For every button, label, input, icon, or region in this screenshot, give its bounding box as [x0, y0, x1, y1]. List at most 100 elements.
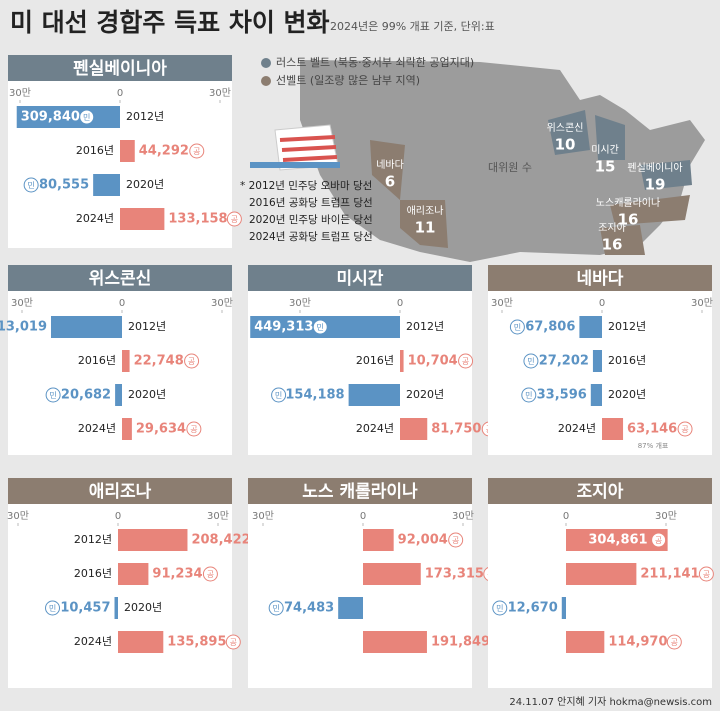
x-tick-label: 30만 — [289, 297, 311, 309]
party-badge-text: 민 — [83, 112, 90, 122]
note: 2024년 공화당 트럼프 당선 — [249, 230, 373, 243]
party-badge — [698, 566, 714, 582]
party-badge-text: 공 — [230, 638, 237, 647]
value-label: 92,004 — [398, 533, 448, 548]
bar — [363, 563, 421, 585]
year-label: 2016년 — [608, 354, 646, 367]
party-badge — [189, 143, 205, 159]
bar — [338, 597, 363, 619]
state-votes: 19 — [645, 176, 666, 194]
panel — [248, 478, 472, 688]
state-votes: 16 — [602, 236, 623, 254]
state-name: 노스캐롤라이나 — [596, 197, 660, 209]
state-name: 위스콘신 — [547, 121, 584, 134]
year-label: 2024년 — [78, 422, 116, 435]
bar — [566, 631, 605, 653]
bar — [122, 418, 132, 440]
year-label: 2024년 — [356, 422, 394, 435]
panel-title: 미시간 — [337, 269, 384, 289]
bar — [16, 106, 120, 128]
state-votes: 15 — [595, 158, 616, 176]
x-tick-label: 30만 — [452, 510, 474, 522]
x-tick-label: 0 — [563, 511, 569, 522]
party-badge-text: 민 — [514, 322, 521, 332]
x-tick-label: 0 — [397, 298, 403, 309]
party-badge — [226, 211, 242, 227]
value-label: 29,634 — [136, 422, 186, 437]
state-name: 애리조나 — [407, 205, 444, 217]
note: * 2012년 민주당 오바마 당선 — [240, 180, 372, 192]
party-badge-text: 민 — [49, 603, 56, 613]
value-label: 10,457 — [60, 601, 110, 616]
x-tick-label: 0 — [599, 298, 605, 309]
title: 미 대선 경합주 득표 차이 변화 — [10, 8, 330, 37]
party-badge — [651, 532, 667, 548]
party-badge-text: 공 — [190, 425, 197, 434]
party-badge — [23, 177, 39, 193]
pennsylvania-shape — [640, 160, 692, 190]
party-badge-text: 민 — [27, 180, 34, 190]
year-label: 2012년 — [74, 533, 112, 546]
party-badge — [492, 600, 508, 616]
panel-title: 위스콘신 — [89, 269, 152, 289]
x-tick-label: 30만 — [9, 87, 31, 99]
state-name: 조지아 — [598, 222, 626, 234]
panel-header — [8, 265, 232, 291]
bar — [363, 529, 394, 551]
year-label: 2020년 — [406, 388, 444, 401]
panel — [248, 265, 472, 455]
x-tick-label: 30만 — [252, 510, 274, 522]
x-tick-label: 0 — [119, 298, 125, 309]
party-badge — [45, 387, 61, 403]
party-badge — [225, 634, 241, 650]
bar — [566, 563, 637, 585]
party-badge — [677, 421, 693, 437]
panel-header — [8, 478, 232, 504]
note: 2016년 공화당 트럼프 당선 — [249, 196, 373, 209]
party-badge — [202, 566, 218, 582]
georgia-shape — [600, 225, 645, 255]
value-label: 33,596 — [537, 388, 587, 403]
value-label: 27,202 — [539, 354, 589, 369]
party-badge-text: 공 — [681, 425, 688, 434]
bar — [50, 316, 122, 338]
subtitle: 2024년은 99% 개표 기준, 단위:표 — [330, 20, 495, 33]
panel-title: 네바다 — [577, 269, 624, 289]
x-tick-label: 0 — [115, 511, 121, 522]
value-label: 309,840 — [21, 110, 80, 125]
value-label: 12,670 — [508, 601, 558, 616]
party-badge-text: 공 — [207, 570, 214, 579]
value-label: 173,315 — [425, 567, 484, 582]
party-badge — [666, 634, 682, 650]
panel-title: 애리조나 — [89, 482, 152, 502]
state-name: 네바다 — [376, 159, 404, 171]
value-label: 67,806 — [525, 320, 575, 335]
value-label: 208,422 — [191, 533, 250, 548]
bar — [566, 529, 668, 551]
year-label: 2020년 — [126, 178, 164, 191]
state-name: 펜실베이니아 — [627, 162, 682, 174]
flag-stripes — [279, 135, 338, 162]
year-label: 2016년 — [356, 354, 394, 367]
panel-header — [8, 55, 232, 81]
party-badge — [448, 532, 464, 548]
value-label: 22,748 — [134, 354, 184, 369]
value-label: 10,704 — [408, 354, 458, 369]
value-label: 191,849 — [431, 635, 490, 650]
party-badge-text: 민 — [317, 322, 324, 332]
year-label: 2024년 — [74, 635, 112, 648]
x-tick-label: 30만 — [209, 87, 231, 99]
x-tick-label: 30만 — [11, 297, 33, 309]
michigan-shape — [595, 115, 625, 160]
panel-header — [488, 265, 712, 291]
bar — [348, 384, 400, 406]
party-badge-text: 공 — [671, 638, 678, 647]
value-label: 114,970 — [608, 635, 667, 650]
value-label: 304,861 — [588, 533, 647, 548]
value-label: 133,158 — [168, 212, 227, 227]
note: 2020년 민주당 바이든 당선 — [249, 214, 373, 226]
bar — [579, 316, 602, 338]
party-badge-text: 민 — [496, 603, 503, 613]
legend-label: 러스트 벨트 (북동·중서부 쇠락한 공업지대) — [276, 56, 474, 69]
